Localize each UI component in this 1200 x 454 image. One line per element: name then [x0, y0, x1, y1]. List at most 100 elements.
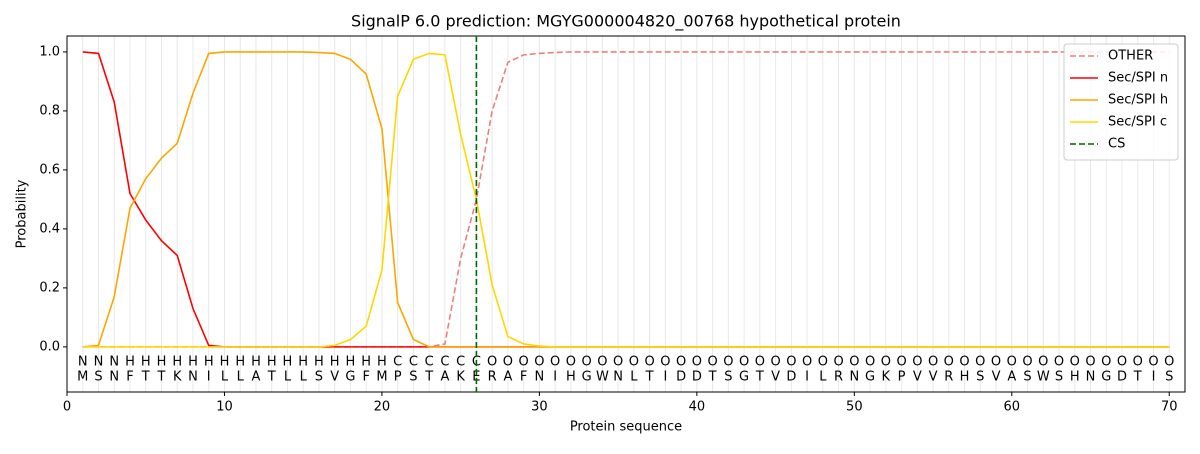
residue-label: H: [188, 355, 198, 370]
residue: F: [126, 370, 133, 385]
residue: V: [771, 370, 780, 385]
residue-label: C: [440, 355, 449, 370]
x-tick-label: 10: [216, 400, 233, 415]
y-tick-label: 1.0: [39, 44, 60, 59]
residue: H: [1070, 370, 1080, 385]
x-tick-label: 30: [531, 400, 548, 415]
residue: K: [882, 370, 891, 385]
residue: L: [221, 370, 229, 385]
residue-label: O: [723, 355, 733, 370]
residue: G: [865, 370, 875, 385]
series-line: [82, 51, 1170, 348]
residue-label: H: [172, 355, 182, 370]
residue-label: O: [896, 355, 906, 370]
residue: I: [663, 370, 667, 385]
y-tick-label: 0.2: [39, 280, 60, 295]
residue: M: [77, 370, 88, 385]
residue: T: [708, 370, 717, 385]
residue-label: O: [629, 355, 639, 370]
residue-label: C: [425, 355, 434, 370]
y-tick-label: 0.4: [39, 221, 60, 236]
residue: A: [440, 370, 449, 385]
residue-label: O: [818, 355, 828, 370]
residue-label: H: [157, 355, 167, 370]
residue: N: [849, 370, 859, 385]
residue: T: [141, 370, 150, 385]
residue-label: H: [377, 355, 387, 370]
series-line: [82, 52, 1170, 348]
residue-label: H: [235, 355, 245, 370]
residue: A: [503, 370, 512, 385]
residue-label: O: [1070, 355, 1080, 370]
residue: N: [613, 370, 623, 385]
x-tick-label: 0: [63, 400, 71, 415]
residue-label: O: [1148, 355, 1158, 370]
residue: S: [409, 370, 417, 385]
residue: I: [553, 370, 557, 385]
residue: D: [692, 370, 702, 385]
residue: R: [488, 370, 497, 385]
residue-label: H: [298, 355, 308, 370]
residue: L: [284, 370, 292, 385]
residue-label: O: [944, 355, 954, 370]
legend-label: CS: [1108, 137, 1125, 152]
y-tick-label: 0.6: [39, 162, 60, 177]
residue: V: [330, 370, 339, 385]
residue: A: [252, 370, 261, 385]
plot-frame: [66, 35, 1186, 393]
residue: H: [566, 370, 576, 385]
residue-label: H: [314, 355, 324, 370]
legend-label: Sec/SPI h: [1108, 93, 1168, 108]
residue: T: [1133, 370, 1142, 385]
residue-label: H: [346, 355, 356, 370]
residue-label: O: [707, 355, 717, 370]
residue-label: N: [78, 355, 88, 370]
legend-label: Sec/SPI c: [1108, 115, 1167, 130]
residue: G: [345, 370, 355, 385]
residue: T: [755, 370, 764, 385]
residue-label: H: [267, 355, 277, 370]
residue-label: O: [786, 355, 796, 370]
residue: N: [188, 370, 198, 385]
residue-label: O: [550, 355, 560, 370]
residue-label: O: [503, 355, 513, 370]
residue: L: [819, 370, 827, 385]
residue: N: [109, 370, 119, 385]
residue: W: [1037, 370, 1050, 385]
residue-label: O: [534, 355, 544, 370]
residue-label: O: [566, 355, 576, 370]
residue: F: [520, 370, 527, 385]
residue-label: C: [393, 355, 402, 370]
residue-label: O: [487, 355, 497, 370]
residue-label: O: [1117, 355, 1127, 370]
residue: E: [472, 370, 480, 385]
residue-label: H: [251, 355, 261, 370]
residue: N: [535, 370, 545, 385]
x-tick-label: 20: [374, 400, 391, 415]
residue-label: O: [1101, 355, 1111, 370]
residue-label: O: [770, 355, 780, 370]
residue: V: [913, 370, 922, 385]
chart-title: SignalP 6.0 prediction: MGYG000004820_00…: [351, 12, 901, 32]
residue-label: O: [912, 355, 922, 370]
residue: A: [1007, 370, 1016, 385]
residue: I: [805, 370, 809, 385]
residue: S: [94, 370, 102, 385]
residue-label: O: [660, 355, 670, 370]
x-tick-label: 40: [689, 400, 706, 415]
residue: T: [157, 370, 166, 385]
residue: S: [1023, 370, 1031, 385]
x-tick-label: 70: [1161, 400, 1178, 415]
residue: G: [1101, 370, 1111, 385]
residue-label: H: [220, 355, 230, 370]
series-line: [82, 51, 1170, 348]
residue-label: O: [1007, 355, 1017, 370]
residue-label: O: [991, 355, 1001, 370]
residue: V: [929, 370, 938, 385]
residue-label: C: [409, 355, 418, 370]
residue-label: H: [283, 355, 293, 370]
residue: S: [1055, 370, 1063, 385]
x-tick-label: 60: [1004, 400, 1021, 415]
residue: I: [207, 370, 211, 385]
